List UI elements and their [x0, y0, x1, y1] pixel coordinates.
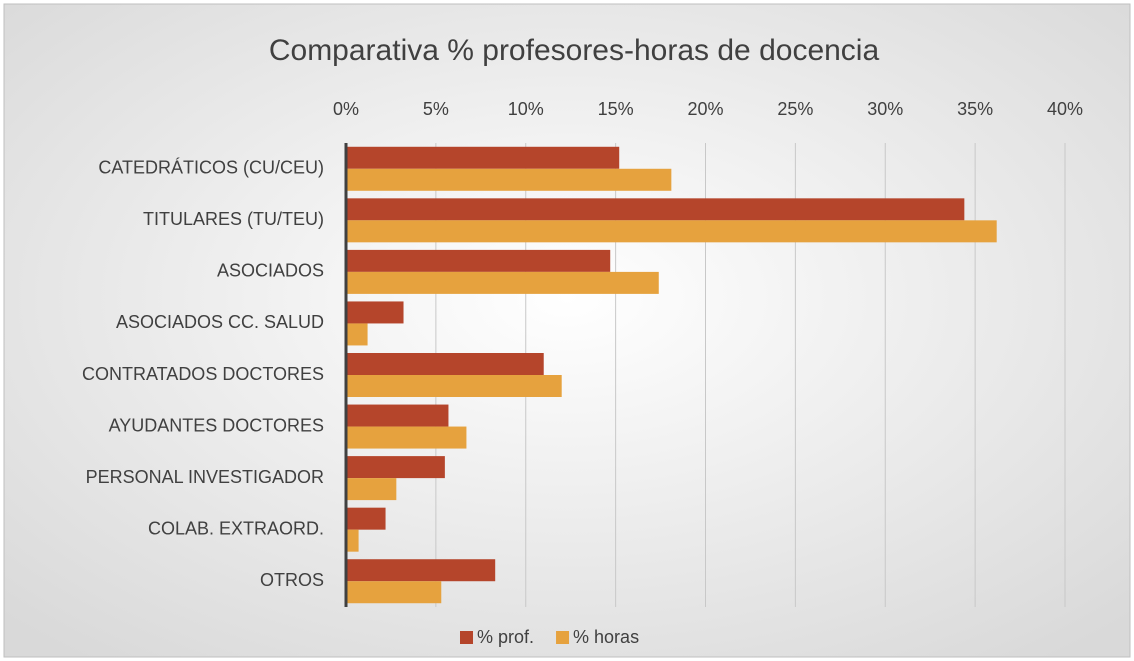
y-tick-label: TITULARES (TU/TEU) [143, 209, 324, 229]
bar [346, 456, 445, 479]
x-tick-label: 10% [508, 99, 544, 119]
x-tick-label: 30% [867, 99, 903, 119]
bar [346, 507, 386, 530]
chart-background [3, 3, 1131, 658]
bar [346, 198, 965, 221]
x-tick-label: 20% [687, 99, 723, 119]
bar [346, 146, 620, 169]
x-tick-label: 35% [957, 99, 993, 119]
bar [346, 559, 496, 582]
x-tick-label: 15% [598, 99, 634, 119]
bar [346, 478, 397, 501]
y-tick-label: CATEDRÁTICOS (CU/CEU) [98, 158, 324, 178]
y-tick-label: AYUDANTES DOCTORES [109, 415, 324, 435]
y-tick-label: PERSONAL INVESTIGADOR [86, 467, 324, 487]
y-tick-label: COLAB. EXTRAORD. [148, 518, 324, 538]
y-tick-label: OTROS [260, 570, 324, 590]
x-tick-label: 25% [777, 99, 813, 119]
chart-title: Comparativa % profesores-horas de docenc… [269, 34, 880, 67]
bar [346, 375, 562, 397]
legend-label: % prof. [477, 627, 534, 647]
bar [346, 220, 997, 243]
y-tick-label: ASOCIADOS CC. SALUD [116, 312, 324, 332]
legend-swatch [460, 631, 473, 644]
y-tick-label: ASOCIADOS [217, 261, 324, 281]
bar [346, 353, 544, 375]
bar [346, 249, 611, 272]
bar [346, 529, 359, 552]
x-tick-label: 0% [333, 99, 359, 119]
x-tick-label: 40% [1047, 99, 1083, 119]
bar [346, 426, 467, 449]
bar [346, 271, 659, 294]
bar [346, 404, 449, 427]
legend-label: % horas [573, 627, 639, 647]
y-tick-label: CONTRATADOS DOCTORES [82, 364, 324, 384]
bar [346, 323, 368, 346]
bar [346, 581, 442, 604]
legend-swatch [556, 631, 570, 644]
bar [346, 168, 672, 191]
bar [346, 301, 404, 324]
x-tick-label: 5% [423, 99, 449, 119]
